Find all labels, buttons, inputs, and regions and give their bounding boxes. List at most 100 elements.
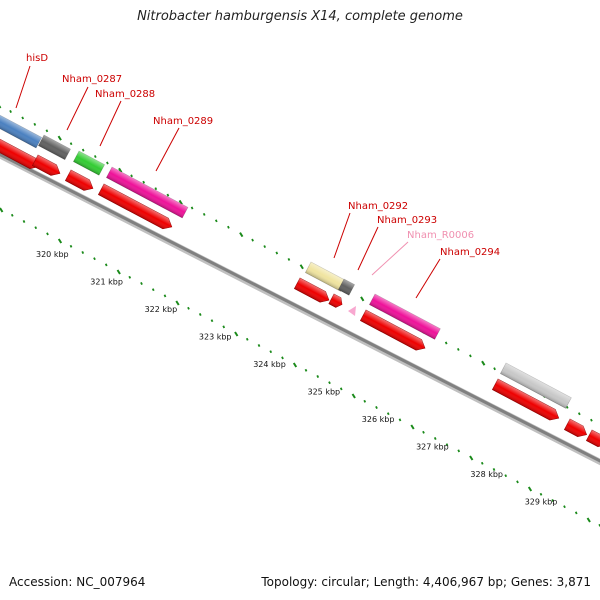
scale-label: 326 kbp xyxy=(362,415,395,424)
major-tick xyxy=(57,238,63,244)
minor-tick xyxy=(214,219,218,223)
cds-arrow xyxy=(359,309,426,351)
minor-tick xyxy=(445,443,449,447)
feature-Nham_0293 xyxy=(337,278,356,296)
feature-box-shade xyxy=(0,111,42,148)
minor-tick xyxy=(104,263,108,267)
map-title: Nitrobacter hamburgensis X14, complete g… xyxy=(137,9,463,24)
cds-arrow-shade xyxy=(98,184,172,229)
leader-line xyxy=(155,127,180,172)
minor-tick xyxy=(590,418,593,422)
backbone-line xyxy=(0,152,600,463)
minor-tick xyxy=(316,375,320,378)
leader-line xyxy=(357,226,379,271)
cds-arrow xyxy=(563,418,588,437)
minor-tick xyxy=(187,306,190,310)
major-tick xyxy=(527,486,533,492)
minor-tick xyxy=(269,350,273,354)
minor-tick xyxy=(257,344,261,347)
major-tick xyxy=(351,393,356,399)
leader-line xyxy=(66,86,89,131)
feature-unlabeled xyxy=(499,362,572,409)
minor-tick xyxy=(245,337,249,341)
minor-tick xyxy=(81,251,85,254)
feature-hisD xyxy=(0,111,43,149)
minor-tick xyxy=(190,206,194,210)
minor-tick xyxy=(34,226,38,230)
minor-tick xyxy=(251,238,254,242)
outer-tick-track xyxy=(0,105,593,422)
minor-tick xyxy=(539,492,543,496)
genome-summary-text: Topology: circular; Length: 4,406,967 bp… xyxy=(261,575,591,589)
cds-arrow-shade xyxy=(0,136,39,169)
cds-arrow-shade xyxy=(586,430,600,447)
feature-box-shade xyxy=(305,262,347,292)
minor-tick xyxy=(492,468,496,471)
leader-line xyxy=(415,258,441,299)
feature-Nham_0288 xyxy=(72,150,106,176)
minor-tick xyxy=(422,430,425,434)
major-tick xyxy=(178,199,183,205)
minor-tick xyxy=(128,275,132,279)
minor-tick xyxy=(456,347,460,351)
minor-tick xyxy=(33,122,37,126)
minor-tick xyxy=(69,142,73,146)
cds-arrow-shade xyxy=(492,379,559,421)
feature-Nham_0287 xyxy=(37,134,71,161)
scale-label: 329 kbp xyxy=(525,498,558,507)
minor-tick xyxy=(21,116,25,120)
scale-labels: 320 kbp 321 kbp 322 kbp 323 kbp 324 kbp 325 k… xyxy=(36,250,557,507)
gene-label: hisD xyxy=(26,53,48,64)
feature-box-shade xyxy=(73,151,105,176)
leader-line xyxy=(371,241,409,276)
minor-tick xyxy=(9,110,12,114)
feature-Nham_R0006 xyxy=(348,306,356,316)
minor-tick xyxy=(45,129,49,133)
minor-tick xyxy=(444,341,448,345)
scale-label: 328 kbp xyxy=(470,470,503,479)
minor-tick xyxy=(574,511,578,515)
gene-label: Nham_0289 xyxy=(153,116,213,127)
label-leader-lines xyxy=(15,65,441,299)
minor-tick xyxy=(493,367,496,371)
gene-labels: hisD Nham_0287 Nham_0288 Nham_0289 Nham_0292… xyxy=(26,53,500,258)
major-tick xyxy=(410,424,415,430)
minor-tick xyxy=(81,148,85,152)
scale-label: 327 kbp xyxy=(416,443,449,452)
major-tick xyxy=(469,455,474,461)
cds-arrow xyxy=(585,429,600,448)
minor-tick xyxy=(457,449,461,453)
minor-tick xyxy=(469,354,472,358)
cds-arrow xyxy=(64,169,94,191)
minor-tick xyxy=(210,319,214,323)
cds-arrow-shade xyxy=(564,419,587,437)
scale-label: 323 kbp xyxy=(199,333,232,342)
feature-box-shade xyxy=(369,294,441,340)
gene-label: Nham_R0006 xyxy=(407,230,474,241)
minor-tick xyxy=(304,368,308,372)
major-tick xyxy=(234,331,239,337)
feature-Nham_0294 xyxy=(368,293,441,340)
gene-label: Nham_0294 xyxy=(440,247,500,258)
minor-tick xyxy=(386,412,390,416)
cds-arrow xyxy=(328,293,343,308)
minor-tick xyxy=(10,213,14,217)
minor-tick xyxy=(22,220,26,223)
minor-tick xyxy=(93,155,97,159)
minor-tick xyxy=(375,406,378,409)
major-tick xyxy=(360,296,365,302)
cds-arrow-shade xyxy=(294,278,329,303)
feature-box-shade xyxy=(38,135,71,160)
minor-tick xyxy=(339,387,343,391)
minor-tick xyxy=(46,232,49,236)
cds-arrow-shade xyxy=(360,310,425,351)
minor-tick xyxy=(151,288,155,292)
minor-tick xyxy=(263,245,267,249)
cds-arrow-shade xyxy=(65,170,93,191)
cds-arrow xyxy=(491,378,560,421)
minor-tick xyxy=(198,313,202,316)
minor-tick xyxy=(287,257,291,261)
major-tick xyxy=(0,207,4,213)
minor-tick xyxy=(516,480,519,484)
